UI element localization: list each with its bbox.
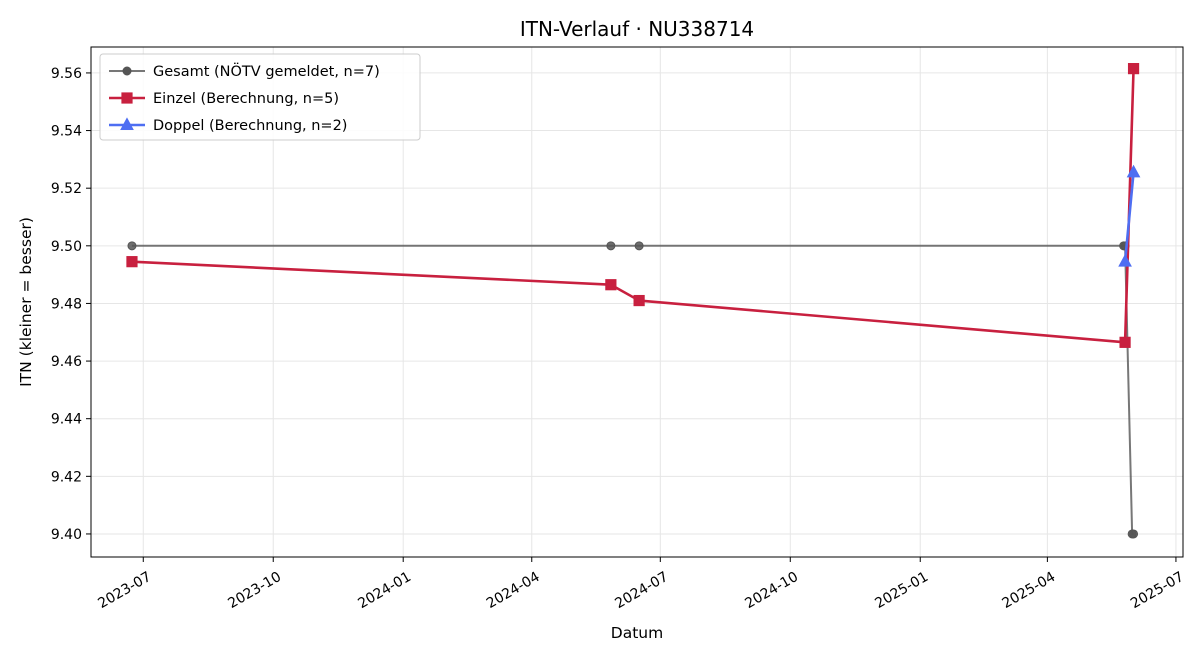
data-point	[633, 294, 645, 307]
x-tick-label: 2023-10	[225, 569, 284, 612]
series-layer	[126, 63, 1141, 539]
y-tick-label: 9.52	[51, 181, 82, 197]
data-point	[634, 241, 644, 251]
series-2	[1118, 164, 1141, 267]
series-1	[126, 63, 1140, 348]
legend-label: Einzel (Berechnung, n=5)	[153, 91, 339, 107]
legend-marker	[122, 66, 132, 76]
legend-item: Einzel (Berechnung, n=5)	[109, 91, 339, 107]
y-tick-label: 9.50	[51, 239, 82, 255]
chart-title: ITN-Verlauf · NU338714	[520, 17, 754, 41]
series-line	[1123, 172, 1135, 262]
legend-label: Gesamt (NÖTV gemeldet, n=7)	[153, 62, 380, 80]
legend-marker	[121, 92, 133, 104]
x-tick-label: 2024-10	[742, 569, 801, 612]
y-tick-label: 9.56	[51, 66, 82, 82]
x-tick-label: 2025-07	[1128, 569, 1187, 612]
y-tick-label: 9.46	[51, 354, 82, 370]
tick-layer: 9.40 9.42 9.44 9.46 9.48 9.50 9.52 9.54 9.56 2023…	[51, 66, 1187, 612]
x-tick-label: 2024-07	[612, 569, 671, 612]
data-point	[127, 241, 137, 251]
y-tick-label: 9.54	[51, 124, 82, 140]
legend-marker	[120, 117, 134, 130]
x-tick-label: 2024-04	[484, 569, 543, 612]
legend-item: Gesamt (NÖTV gemeldet, n=7)	[109, 62, 380, 80]
legend-item: Doppel (Berechnung, n=2)	[109, 117, 347, 134]
plot-frame	[90, 46, 1184, 558]
x-tick-label: 2024-01	[355, 569, 414, 612]
x-tick-label: 2025-04	[1000, 569, 1059, 612]
x-tick-label: 2023-07	[95, 569, 154, 612]
data-point	[605, 279, 617, 291]
data-point	[1127, 63, 1140, 75]
series-line	[131, 244, 1134, 535]
data-point	[1118, 254, 1132, 267]
series-0	[127, 241, 1139, 539]
legend-box	[99, 53, 421, 141]
legend-label: Doppel (Berechnung, n=2)	[153, 118, 347, 134]
y-tick-label: 9.48	[51, 296, 82, 312]
data-point	[1126, 164, 1141, 178]
data-point	[1119, 336, 1131, 348]
y-tick-label: 9.44	[51, 412, 82, 428]
y-tick-label: 9.42	[51, 469, 82, 485]
y-axis-label: ITN (kleiner = besser)	[17, 217, 35, 387]
data-point	[606, 241, 616, 251]
data-point	[1129, 529, 1139, 539]
y-tick-label: 9.40	[51, 527, 82, 543]
x-axis-label: Datum	[611, 624, 663, 642]
data-point	[126, 256, 138, 268]
x-tick-label: 2025-01	[872, 569, 931, 612]
legend: Gesamt (NÖTV gemeldet, n=7) Einzel (Berec…	[99, 53, 421, 141]
